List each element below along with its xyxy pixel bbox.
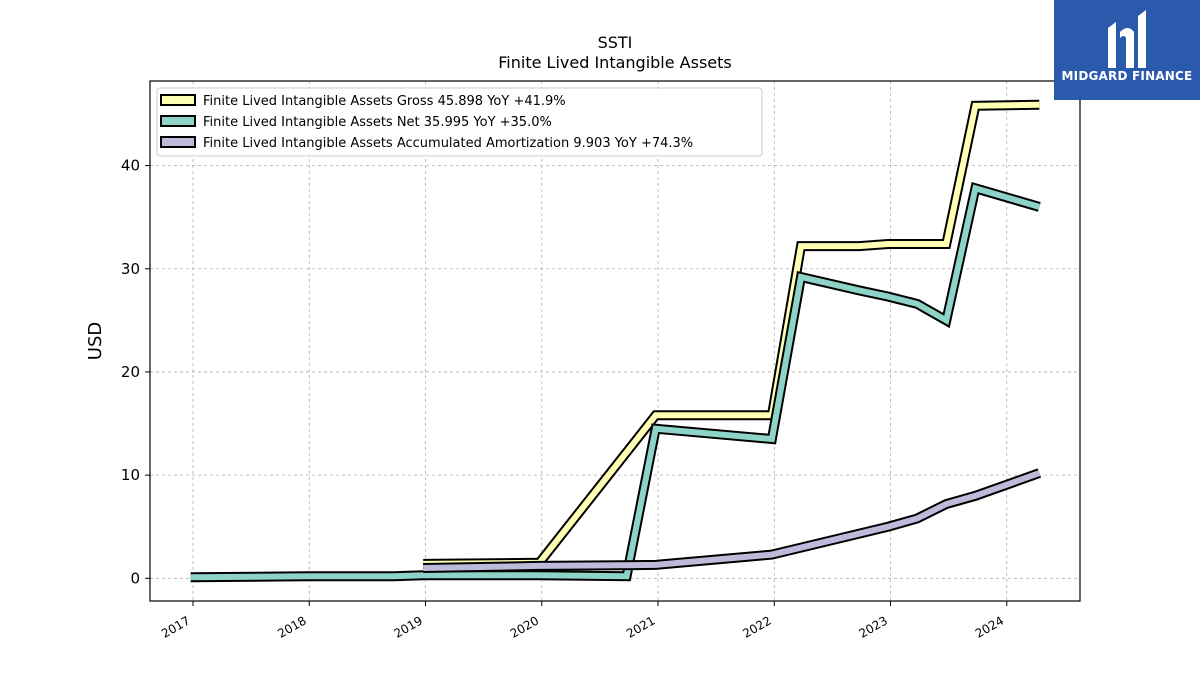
y-axis-label: USD [85, 322, 106, 360]
x-tick-label: 2018 [275, 613, 308, 640]
legend-swatch [160, 94, 196, 106]
midgard-finance-logo: MIDGARD FINANCE [1054, 0, 1200, 100]
y-tick-label: 30 [121, 260, 140, 278]
chart-subtitle: Finite Lived Intangible Assets [498, 53, 731, 72]
x-tick-label: 2022 [740, 613, 773, 640]
legend-label: Finite Lived Intangible Assets Net 35.99… [203, 115, 552, 130]
series-line-1 [423, 101, 1040, 567]
series-line-2 [190, 184, 1041, 581]
y-tick-label: 10 [121, 466, 140, 484]
plot-frame [149, 80, 1081, 602]
series-line-3 [423, 470, 1041, 571]
series-outline-3 [423, 468, 1041, 573]
x-tick-label: 2017 [159, 613, 192, 640]
legend-label: Finite Lived Intangible Assets Gross 45.… [203, 94, 566, 109]
logo-text: MIDGARD FINANCE [1061, 69, 1193, 83]
legend: Finite Lived Intangible Assets Gross 45.… [156, 87, 763, 157]
x-tick-label: 2023 [857, 613, 890, 640]
y-tick-label: 40 [121, 157, 140, 175]
chart-title: SSTI [598, 33, 633, 52]
x-tick-label: 2019 [392, 613, 425, 640]
y-tick-label: 0 [130, 569, 140, 587]
series-layer [190, 99, 1041, 583]
legend-label: Finite Lived Intangible Assets Accumulat… [203, 136, 693, 151]
x-tick-label: 2024 [973, 613, 1006, 640]
series-outline-1 [423, 99, 1040, 569]
legend-swatch [160, 136, 196, 148]
legend-swatch [160, 115, 196, 127]
legend-box [156, 87, 763, 157]
grid [150, 81, 1080, 601]
y-tick-label: 20 [121, 363, 140, 381]
x-tick-label: 2020 [508, 613, 541, 640]
x-tick-label: 2021 [624, 613, 657, 640]
midgard-logo-icon [1108, 10, 1146, 68]
